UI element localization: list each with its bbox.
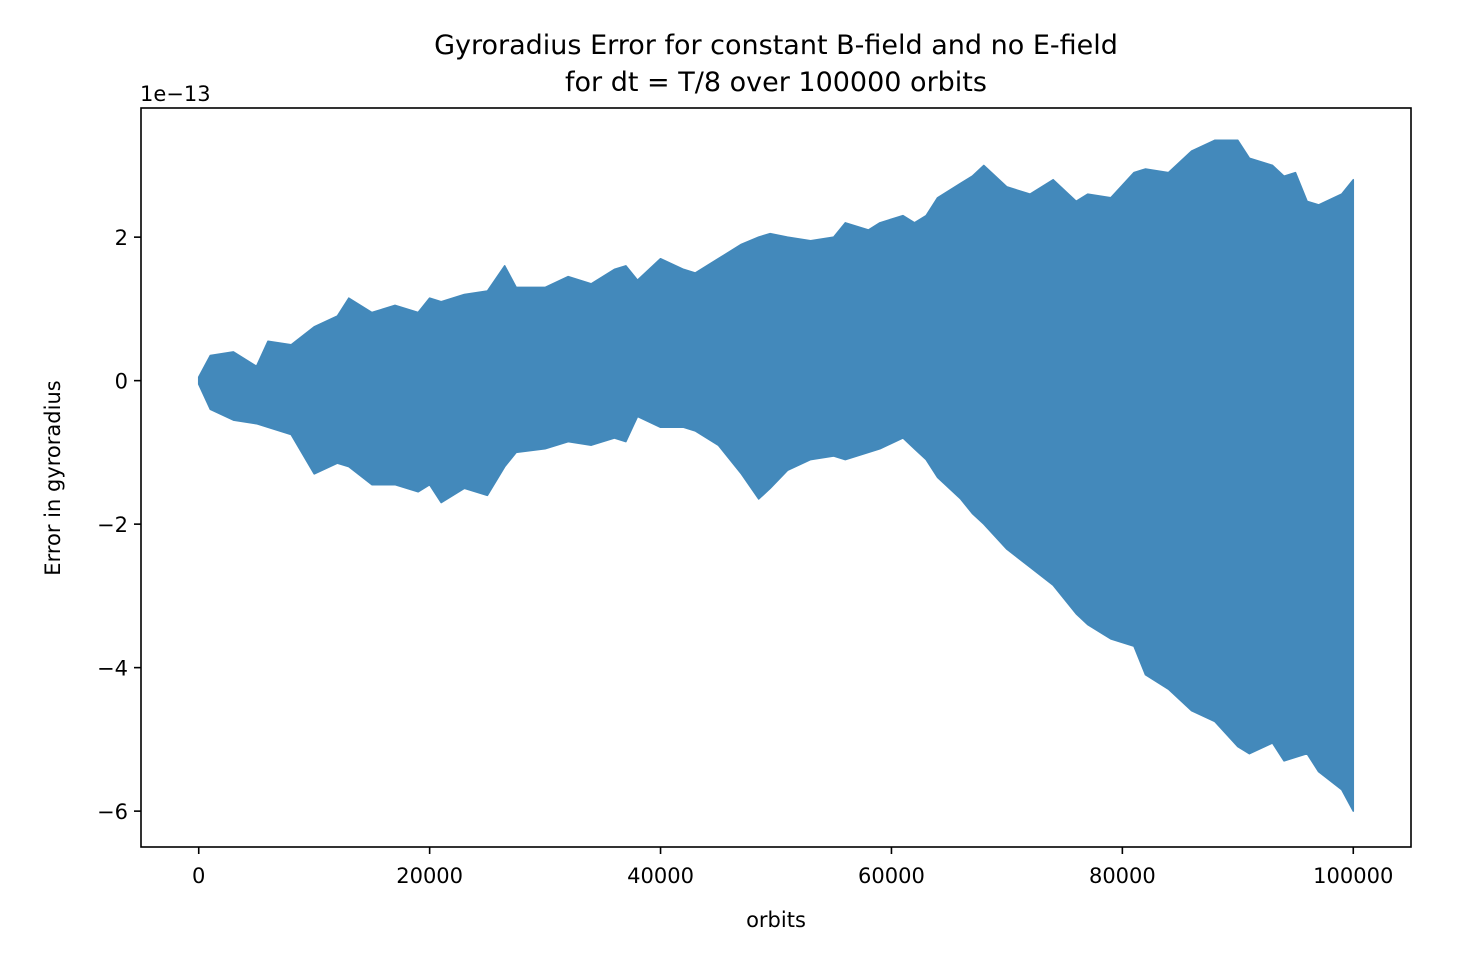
y-tick-label: 2 bbox=[115, 226, 128, 250]
y-tick-label: −4 bbox=[97, 657, 128, 681]
x-tick-label: 100000 bbox=[1313, 864, 1393, 888]
y-tick-label: −2 bbox=[97, 513, 128, 537]
y-axis-offset-label: 1e−13 bbox=[140, 82, 211, 106]
y-tick-label: 0 bbox=[115, 370, 128, 394]
chart-subtitle: for dt = T/8 over 100000 orbits bbox=[565, 67, 987, 98]
x-tick-label: 80000 bbox=[1089, 864, 1156, 888]
x-axis-label: orbits bbox=[746, 908, 806, 932]
x-tick-label: 0 bbox=[192, 864, 205, 888]
x-tick-label: 60000 bbox=[858, 864, 925, 888]
x-tick-label: 20000 bbox=[396, 864, 463, 888]
chart-title: Gyroradius Error for constant B-field an… bbox=[434, 30, 1118, 61]
y-axis-label: Error in gyroradius bbox=[41, 380, 65, 575]
x-tick-label: 40000 bbox=[627, 864, 694, 888]
y-tick-label: −6 bbox=[97, 800, 128, 824]
